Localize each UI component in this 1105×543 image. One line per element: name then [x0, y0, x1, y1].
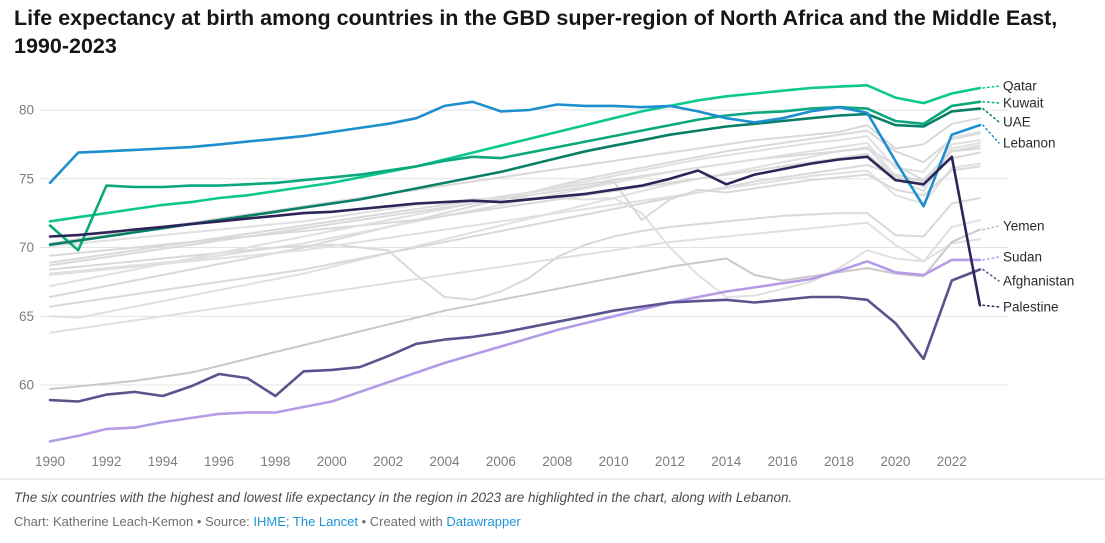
country-label-uae: UAE [1003, 115, 1031, 130]
x-tick-label-1992: 1992 [91, 454, 121, 469]
leader-line-kuwait [982, 101, 1000, 104]
background-line-unlabeled-7 [49, 197, 981, 301]
life-expectancy-line-chart: 60 65 70 75 80 1990 1992 1994 1996 1998 2000 2002 20… [0, 79, 1105, 480]
y-tick-label-75: 75 [19, 171, 34, 186]
y-tick-label-70: 70 [19, 240, 34, 255]
series-line-kuwait [48, 100, 982, 252]
country-label-sudan: Sudan [1003, 250, 1042, 265]
y-tick-label-65: 65 [19, 309, 34, 324]
series-line-palestine [48, 155, 982, 307]
x-tick-label-2018: 2018 [824, 454, 854, 469]
background-line-unlabeled-6 [49, 221, 981, 334]
x-tick-label-2004: 2004 [429, 454, 460, 469]
x-tick-label-1998: 1998 [260, 454, 290, 469]
series-line-lebanon [48, 100, 982, 208]
series-line-afghanistan [48, 268, 982, 403]
leader-line-palestine [982, 304, 1000, 308]
x-tick-label-1990: 1990 [35, 454, 65, 469]
x-tick-label-2000: 2000 [317, 454, 347, 469]
background-line-unlabeled-11 [49, 117, 981, 245]
leader-line-yemen [982, 225, 1000, 231]
x-tick-label-2014: 2014 [711, 454, 742, 469]
country-label-palestine: Palestine [1003, 300, 1059, 315]
background-line-unlabeled-5 [49, 151, 981, 308]
leader-line-afghanistan [982, 268, 1000, 282]
x-tick-label-1996: 1996 [204, 454, 234, 469]
x-tick-label-1994: 1994 [148, 454, 179, 469]
series-line-qatar [48, 84, 982, 223]
country-label-yemen: Yemen [1003, 219, 1045, 234]
x-tick-label-2020: 2020 [880, 454, 910, 469]
series-line-yemen [49, 228, 981, 391]
x-tick-label-2022: 2022 [937, 454, 967, 469]
background-line-unlabeled-13 [49, 165, 981, 267]
background-line-unlabeled-2 [49, 142, 981, 319]
datawrapper-link[interactable]: Datawrapper [446, 514, 521, 529]
country-label-kuwait: Kuwait [1003, 96, 1044, 111]
y-tick-label-60: 60 [19, 378, 34, 393]
credits-separator: • Created with [357, 514, 447, 529]
background-line-unlabeled-12 [49, 162, 981, 276]
chart-credits: Chart: Katherine Leach-Kemon • Source: I… [14, 514, 1094, 529]
x-tick-label-2012: 2012 [655, 454, 685, 469]
chart-footnote: The six countries with the highest and l… [14, 490, 793, 505]
chart-title: Life expectancy at birth among countries… [14, 6, 1058, 59]
series-line-sudan [48, 258, 982, 443]
leader-line-lebanon [982, 124, 1000, 144]
x-tick-label-2010: 2010 [599, 454, 629, 469]
leader-line-sudan [982, 256, 1000, 261]
credits-byline: Chart: Katherine Leach-Kemon • Source: [14, 514, 254, 529]
background-line-unlabeled-10 [49, 131, 981, 287]
source-link[interactable]: IHME; The Lancet [253, 514, 358, 529]
country-label-qatar: Qatar [1003, 79, 1037, 94]
x-tick-label-2008: 2008 [542, 454, 572, 469]
x-tick-label-2016: 2016 [768, 454, 798, 469]
x-tick-label-2002: 2002 [373, 454, 403, 469]
leader-line-qatar [982, 85, 1000, 89]
background-line-unlabeled-9 [49, 147, 981, 257]
background-line-unlabeled-4 [49, 139, 981, 275]
x-tick-label-2006: 2006 [486, 454, 516, 469]
y-tick-label-80: 80 [19, 103, 34, 118]
country-label-lebanon: Lebanon [1003, 136, 1056, 151]
leader-line-uae [982, 107, 1000, 123]
country-label-afghanistan: Afghanistan [1003, 274, 1074, 289]
